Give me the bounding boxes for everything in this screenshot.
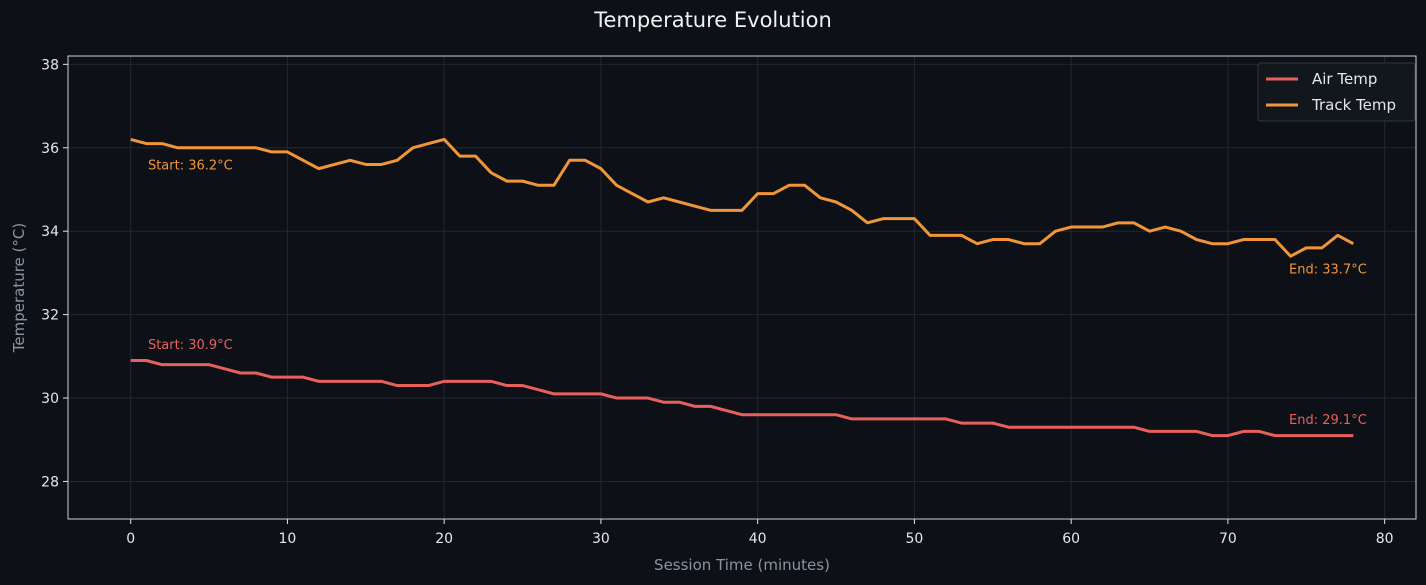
plot-frame (67, 55, 1417, 520)
y-tick-label: 34 (41, 224, 59, 240)
x-tick-label: 10 (279, 531, 297, 547)
x-tick-label: 50 (906, 531, 924, 547)
legend-label: Air Temp (1312, 70, 1377, 88)
x-tick-label: 40 (749, 531, 767, 547)
plot-area (68, 56, 1416, 519)
chart-title: Temperature Evolution (594, 8, 832, 32)
y-tick-label: 36 (41, 141, 59, 157)
annotation-label: Start: 36.2°C (148, 158, 233, 173)
annotation-label: End: 33.7°C (1289, 263, 1367, 278)
x-tick-label: 80 (1376, 531, 1394, 547)
y-tick-label: 38 (41, 57, 59, 73)
series-line-track-temp (130, 137, 1355, 258)
x-tick-label: 20 (435, 531, 453, 547)
y-tick-label: 32 (41, 308, 59, 324)
x-tick-label: 30 (592, 531, 610, 547)
series-line-air-temp (130, 358, 1354, 438)
annotation-label: End: 29.1°C (1289, 413, 1367, 428)
x-tick-label: 70 (1219, 531, 1237, 547)
x-tick-label: 0 (126, 531, 135, 547)
x-tick-label: 60 (1062, 531, 1080, 547)
legend-label: Track Temp (1311, 96, 1396, 114)
y-tick-label: 28 (41, 474, 59, 490)
x-axis-label: Session Time (minutes) (654, 556, 830, 574)
annotation-label: Start: 30.9°C (148, 338, 233, 353)
y-axis-label: Temperature (°C) (10, 223, 28, 353)
y-tick-label: 30 (41, 391, 59, 407)
